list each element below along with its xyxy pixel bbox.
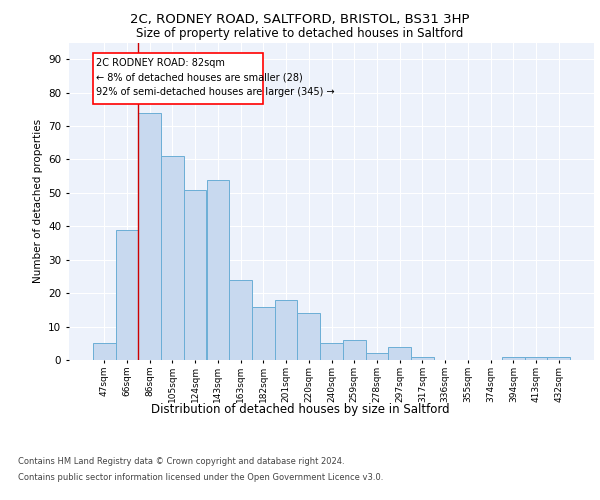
Bar: [388, 346, 411, 360]
Bar: [139, 112, 161, 360]
Bar: [343, 340, 365, 360]
Bar: [502, 356, 524, 360]
Bar: [547, 356, 570, 360]
Bar: [275, 300, 298, 360]
Text: Contains public sector information licensed under the Open Government Licence v3: Contains public sector information licen…: [18, 472, 383, 482]
Text: Contains HM Land Registry data © Crown copyright and database right 2024.: Contains HM Land Registry data © Crown c…: [18, 458, 344, 466]
Bar: [116, 230, 139, 360]
Text: 2C RODNEY ROAD: 82sqm
← 8% of detached houses are smaller (28)
92% of semi-detac: 2C RODNEY ROAD: 82sqm ← 8% of detached h…: [96, 58, 335, 97]
Bar: [206, 180, 229, 360]
Y-axis label: Number of detached properties: Number of detached properties: [32, 119, 43, 284]
Bar: [411, 356, 434, 360]
Bar: [93, 52, 263, 104]
Bar: [184, 190, 206, 360]
Bar: [93, 344, 116, 360]
Bar: [298, 313, 320, 360]
Bar: [229, 280, 252, 360]
Bar: [161, 156, 184, 360]
Bar: [252, 306, 275, 360]
Text: Size of property relative to detached houses in Saltford: Size of property relative to detached ho…: [136, 28, 464, 40]
Text: 2C, RODNEY ROAD, SALTFORD, BRISTOL, BS31 3HP: 2C, RODNEY ROAD, SALTFORD, BRISTOL, BS31…: [130, 12, 470, 26]
Bar: [524, 356, 547, 360]
Text: Distribution of detached houses by size in Saltford: Distribution of detached houses by size …: [151, 402, 449, 415]
Bar: [365, 354, 388, 360]
Bar: [320, 344, 343, 360]
